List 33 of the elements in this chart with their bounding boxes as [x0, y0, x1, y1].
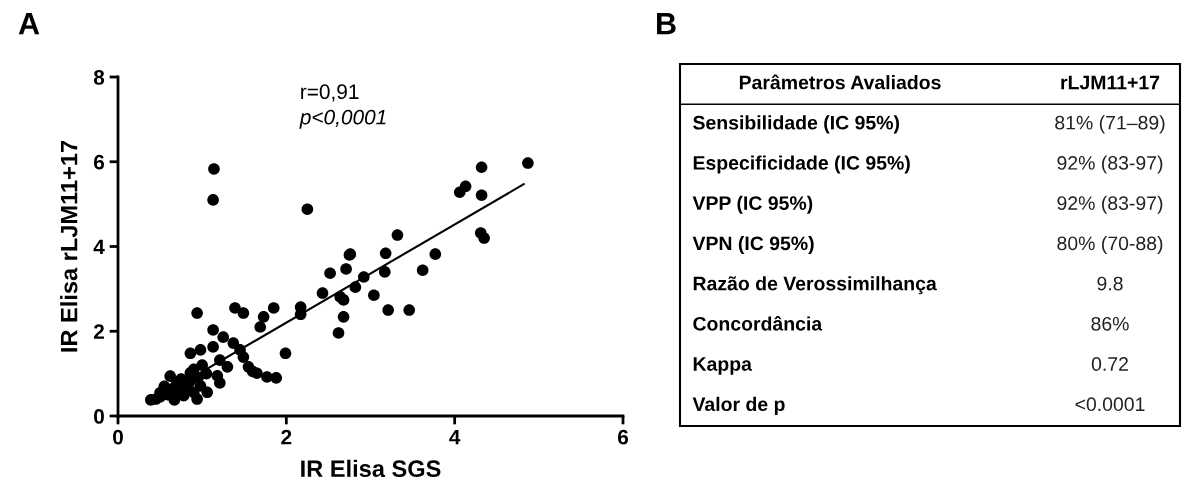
y-axis-title: IR Elisa rLJM11+17	[60, 140, 78, 352]
text: 0.72	[1091, 357, 1128, 371]
category-label: Sensibilidade (IC 95%)	[693, 115, 899, 134]
chart-title: A	[18, 13, 40, 35]
text: B	[657, 13, 676, 35]
annotation: r=0,91	[301, 84, 359, 102]
y-tick-label: 4	[93, 239, 105, 255]
category-label: Concordância	[693, 315, 823, 331]
category-label: Especificidade (IC 95%)	[693, 155, 910, 174]
y-tick-label: 0	[94, 409, 104, 424]
category-label: Kappa	[693, 357, 753, 375]
annotation: p<0,0001	[299, 109, 386, 129]
x-tick-label: 2	[281, 429, 292, 445]
text: <0.0001	[1075, 397, 1145, 412]
text: 81% (71–89)	[1055, 115, 1165, 134]
y-tick-label: 6	[93, 154, 105, 170]
x-tick-label: 6	[617, 429, 629, 445]
category-label: Valor de p	[692, 396, 785, 415]
text: 80% (70-88)	[1057, 235, 1163, 255]
category-label: Parâmetros Avaliados	[739, 74, 941, 90]
x-axis-title: IR Elisa SGS	[301, 459, 441, 478]
x-tick-label: 4	[449, 429, 461, 445]
text: 92% (83-97)	[1057, 155, 1163, 174]
x-tick-label: 0	[113, 429, 123, 445]
y-tick-label: 8	[93, 70, 105, 85]
text: 86%	[1091, 316, 1129, 331]
text: 92% (83-97)	[1057, 195, 1163, 214]
category-label: Razão de Verossimilhança	[693, 276, 937, 295]
category-label: rLJM11+17	[1061, 75, 1160, 90]
text: 9.8	[1097, 276, 1123, 291]
category-label: VPN (IC 95%)	[692, 235, 814, 255]
y-tick-label: 2	[93, 324, 104, 339]
category-label: VPP (IC 95%)	[692, 195, 813, 214]
